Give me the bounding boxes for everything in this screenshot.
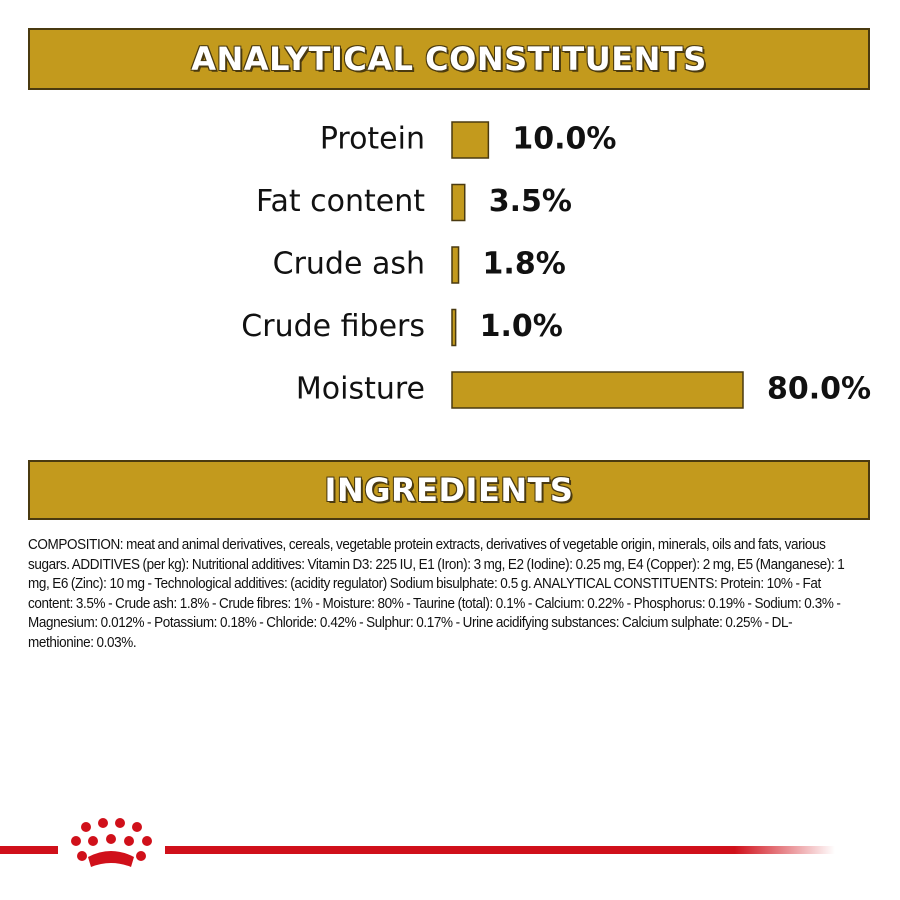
section-header: ANALYTICAL CONSTITUENTS [28, 28, 870, 90]
section-header: INGREDIENTS [28, 460, 870, 520]
red-line [0, 846, 58, 854]
bar [451, 183, 466, 222]
value-label: 80.0% [767, 372, 871, 407]
category-label: Crude fibers [241, 309, 425, 344]
bar [451, 308, 457, 347]
category-label: Protein [320, 122, 425, 157]
chart: Protein 10.0% Fat content 3.5% Crude ash 1.8%… [241, 121, 871, 409]
category-label: Moisture [296, 372, 425, 407]
value-label: 1.0% [480, 309, 563, 344]
bar [451, 371, 744, 409]
category-label: Fat content [256, 184, 425, 219]
ingredients-text: COMPOSITION: meat and animal derivatives… [28, 537, 845, 651]
value-label: 3.5% [489, 184, 572, 219]
red-line [165, 846, 835, 854]
value-label: 1.8% [483, 247, 566, 282]
category-label: Crude ash [273, 247, 425, 282]
value-label: 10.0% [512, 122, 616, 157]
footer-logo [0, 818, 835, 867]
bar [451, 246, 460, 284]
crown-icon [71, 818, 152, 867]
bar [451, 121, 490, 159]
